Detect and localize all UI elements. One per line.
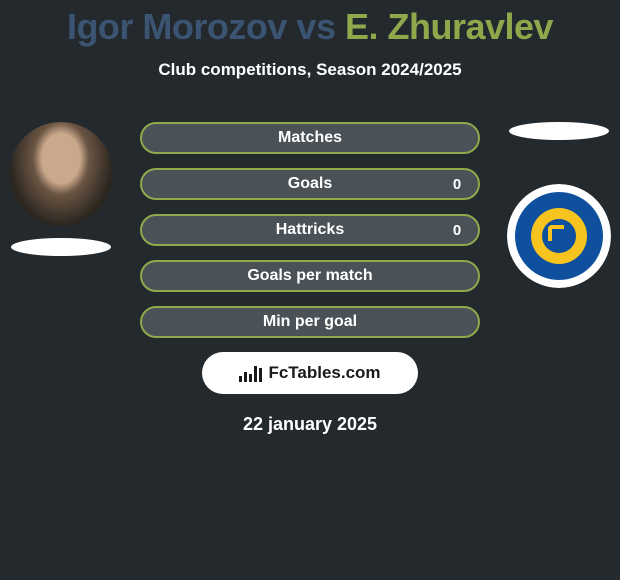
date-text: 22 january 2025	[0, 414, 620, 435]
player-left-avatar	[9, 122, 113, 226]
stat-label: Goals per match	[142, 267, 478, 285]
title-player-a: Igor Morozov	[67, 6, 287, 47]
player-right-column	[504, 122, 614, 300]
title-vs: vs	[287, 6, 345, 47]
comparison-panel: Matches Goals 0 Hattricks 0 Goals per ma…	[0, 122, 620, 435]
player-left-column	[6, 122, 116, 256]
club-badge-glyph	[542, 219, 576, 253]
player-left-name-plaque	[11, 238, 111, 256]
stat-label: Min per goal	[142, 313, 478, 331]
stats-list: Matches Goals 0 Hattricks 0 Goals per ma…	[140, 122, 480, 338]
stat-right-value: 0	[442, 176, 472, 193]
stat-row-goals: Goals 0	[140, 168, 480, 200]
stat-label: Matches	[142, 129, 478, 147]
stat-row-goals-per-match: Goals per match	[140, 260, 480, 292]
stat-row-matches: Matches	[140, 122, 480, 154]
title-player-b: E. Zhuravlev	[345, 6, 553, 47]
stat-label: Hattricks	[142, 221, 478, 239]
stat-right-value: 0	[442, 222, 472, 239]
player-right-name-plaque	[509, 122, 609, 140]
club-badge-center	[531, 208, 587, 264]
page-title: Igor Morozov vs E. Zhuravlev	[0, 0, 620, 48]
stat-row-min-per-goal: Min per goal	[140, 306, 480, 338]
bar-chart-icon	[239, 364, 262, 382]
subtitle: Club competitions, Season 2024/2025	[0, 60, 620, 80]
stat-label: Goals	[142, 175, 478, 193]
player-right-club-badge	[507, 184, 611, 288]
brand-text: FcTables.com	[268, 363, 380, 383]
stat-row-hattricks: Hattricks 0	[140, 214, 480, 246]
brand-badge: FcTables.com	[202, 352, 418, 394]
